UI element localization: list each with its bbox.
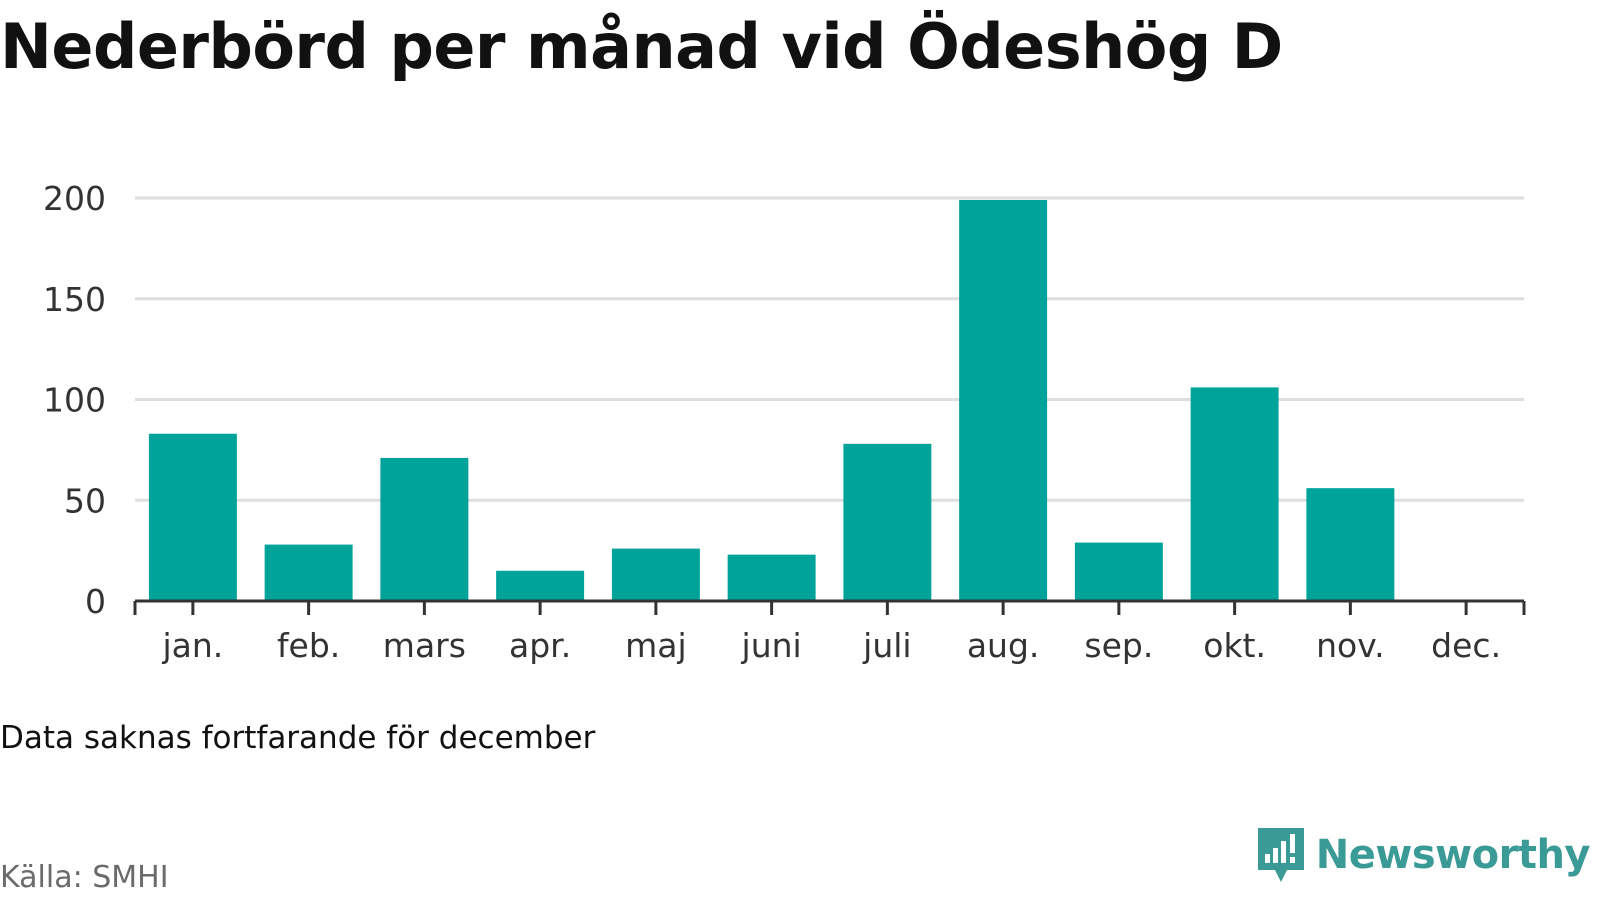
y-tick-label: 50 bbox=[64, 481, 106, 520]
bar bbox=[264, 544, 353, 601]
bar bbox=[496, 570, 585, 601]
bar bbox=[843, 443, 932, 601]
bar bbox=[611, 548, 700, 601]
y-tick-label: 150 bbox=[43, 280, 106, 319]
footnote: Data saknas fortfarande för december bbox=[0, 720, 596, 756]
brand-logo[interactable]: Newsworthy bbox=[1256, 826, 1591, 884]
x-tick-label: maj bbox=[625, 626, 687, 665]
chart-title: Nederbörd per månad vid Ödeshög D bbox=[0, 10, 1283, 83]
x-tick-label: sep. bbox=[1084, 626, 1153, 665]
x-tick-label: okt. bbox=[1203, 626, 1266, 665]
x-tick-label: dec. bbox=[1431, 626, 1501, 665]
x-tick-label: juli bbox=[862, 626, 911, 665]
bar bbox=[1074, 542, 1163, 601]
x-tick-label: feb. bbox=[277, 626, 340, 665]
x-tick-label: juni bbox=[741, 626, 802, 665]
bar bbox=[380, 457, 469, 601]
bar bbox=[148, 433, 237, 601]
bar bbox=[1190, 387, 1279, 601]
x-tick-labels: jan. feb. mars apr. maj juni juli aug. sep. okt. n… bbox=[161, 626, 1501, 665]
x-tick-label: nov. bbox=[1316, 626, 1385, 665]
brand-name: Newsworthy bbox=[1315, 832, 1591, 878]
y-tick-label: 0 bbox=[85, 582, 106, 621]
x-tick-label: mars bbox=[383, 626, 466, 665]
grid-lines bbox=[135, 196, 1524, 502]
source-label: Källa: SMHI bbox=[0, 860, 169, 895]
bars bbox=[148, 200, 1395, 601]
y-tick-label: 100 bbox=[43, 381, 106, 420]
x-tick-label: apr. bbox=[509, 626, 571, 665]
bar bbox=[727, 554, 816, 601]
bar bbox=[959, 200, 1048, 601]
x-axis bbox=[133, 599, 1526, 615]
y-tick-labels: 0 50 100 150 200 bbox=[43, 179, 106, 621]
x-tick-label: jan. bbox=[161, 626, 223, 665]
bar bbox=[1306, 488, 1395, 601]
y-tick-label: 200 bbox=[43, 179, 106, 218]
x-tick-label: aug. bbox=[967, 626, 1040, 665]
newsworthy-logo-icon bbox=[1257, 828, 1304, 882]
